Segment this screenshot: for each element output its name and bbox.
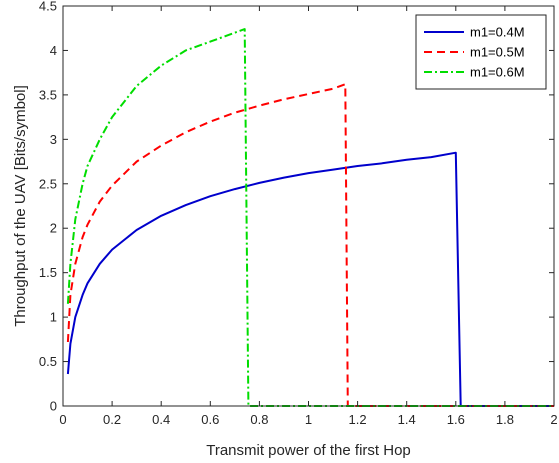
- x-axis-label: Transmit power of the first Hop: [206, 442, 411, 459]
- x-tick-label: 2: [550, 412, 557, 427]
- x-tick-label: 1.8: [496, 412, 514, 427]
- y-tick-label: 4.5: [39, 0, 57, 14]
- y-tick-label: 2: [50, 221, 57, 236]
- x-tick-label: 1.6: [447, 412, 465, 427]
- y-axis-label: Throughput of the UAV [Bits/symbol]: [12, 85, 29, 327]
- x-tick-label: 0: [59, 412, 66, 427]
- legend-label-1: m1=0.4M: [470, 25, 525, 40]
- legend-label-2: m1=0.5M: [470, 45, 525, 60]
- legend-label-3: m1=0.6M: [470, 65, 525, 80]
- y-tick-label: 3.5: [39, 87, 57, 102]
- x-tick-label: 0.6: [201, 412, 219, 427]
- y-tick-label: 1: [50, 310, 57, 325]
- y-tick-label: 1.5: [39, 265, 57, 280]
- y-tick-label: 2.5: [39, 176, 57, 191]
- y-tick-label: 4: [50, 43, 57, 58]
- series-line-1: [66, 151, 554, 407]
- legend: m1=0.4M m1=0.5M m1=0.6M: [415, 14, 547, 90]
- series-line-2: [66, 83, 554, 407]
- tick-layer: 0 0.2 0.4 0.6 0.8 1 1.2 1.4 1.6 1.8 2 0 0.5 1 1.5 2 2.5 3…: [39, 0, 558, 427]
- y-tick-label: 0.5: [39, 354, 57, 369]
- x-tick-label: 0.8: [250, 412, 268, 427]
- y-tick-label: 3: [50, 132, 57, 147]
- x-tick-label: 0.4: [152, 412, 170, 427]
- x-tick-label: 1.4: [398, 412, 416, 427]
- x-tick-label: 0.2: [103, 412, 121, 427]
- x-tick-label: 1: [305, 412, 312, 427]
- x-tick-label: 1.2: [349, 412, 367, 427]
- y-tick-label: 0: [50, 399, 57, 414]
